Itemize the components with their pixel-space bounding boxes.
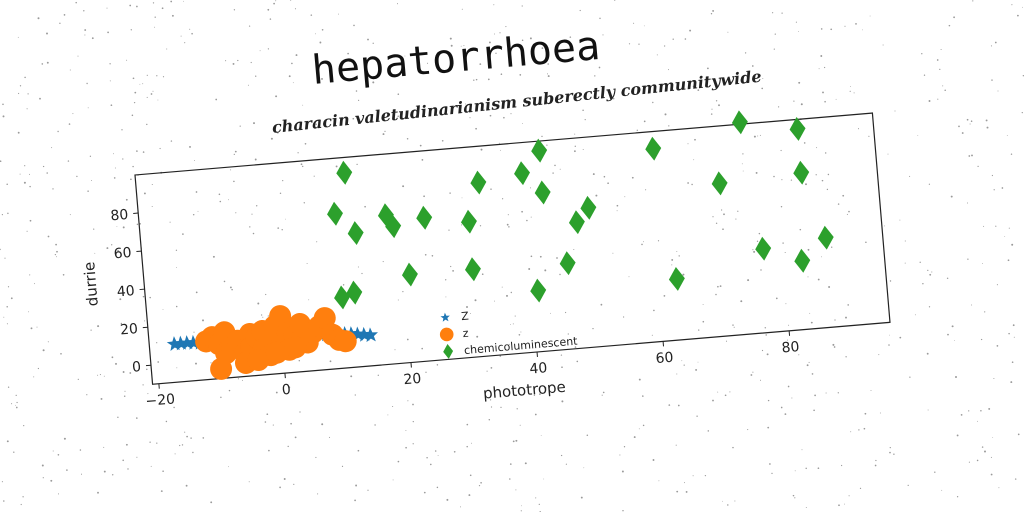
legend-marker	[439, 327, 454, 342]
point-chemicoluminescent	[336, 160, 353, 185]
point-chemicoluminescent	[789, 116, 806, 141]
y-tick-label: 80	[110, 207, 129, 224]
y-axis-label: durrie	[80, 261, 102, 307]
point-chemicoluminescent	[346, 280, 363, 305]
point-chemicoluminescent	[580, 195, 597, 220]
point-chemicoluminescent	[731, 110, 748, 135]
point-chemicoluminescent	[755, 236, 772, 261]
x-tick-label: 0	[281, 382, 291, 399]
point-chemicoluminescent	[531, 138, 548, 163]
x-tick-label: 80	[781, 339, 800, 356]
point-chemicoluminescent	[794, 248, 811, 273]
y-tick-label: 40	[116, 283, 135, 300]
x-axis-label: phototrope	[482, 378, 566, 403]
y-tick-label: 60	[113, 245, 132, 262]
point-chemicoluminescent	[568, 210, 585, 235]
point-z	[265, 341, 288, 364]
point-chemicoluminescent	[668, 266, 685, 291]
point-chemicoluminescent	[327, 201, 343, 226]
point-chemicoluminescent	[559, 251, 576, 276]
point-chemicoluminescent	[460, 209, 477, 234]
legend-marker	[440, 312, 450, 322]
point-chemicoluminescent	[401, 262, 418, 287]
legend-marker	[443, 344, 454, 359]
x-tick-label: −20	[145, 391, 176, 409]
y-tick-label: 0	[132, 359, 142, 376]
point-z	[210, 357, 233, 380]
x-tick-label: 60	[655, 350, 674, 367]
plot-area: −20020406080020406080phototropedurrieZzc…	[80, 110, 891, 410]
y-tick-label: 20	[119, 321, 138, 338]
axes-frame	[134, 112, 891, 385]
point-z	[269, 305, 292, 328]
legend-label: Z	[461, 310, 470, 324]
point-chemicoluminescent	[334, 285, 351, 310]
point-z	[334, 330, 357, 353]
x-tick-label: 40	[529, 360, 548, 377]
point-z	[284, 336, 307, 359]
point-z	[362, 327, 378, 343]
point-z	[313, 307, 336, 330]
point-chemicoluminescent	[817, 225, 834, 250]
point-chemicoluminescent	[416, 205, 433, 230]
point-chemicoluminescent	[514, 161, 530, 186]
point-chemicoluminescent	[470, 170, 487, 195]
point-z	[247, 349, 270, 372]
point-chemicoluminescent	[385, 214, 402, 239]
point-chemicoluminescent	[347, 221, 364, 246]
point-chemicoluminescent	[534, 180, 551, 205]
point-chemicoluminescent	[464, 257, 481, 282]
x-tick-label: 20	[403, 371, 422, 388]
point-chemicoluminescent	[793, 160, 810, 185]
legend-label: z	[462, 327, 469, 340]
point-chemicoluminescent	[711, 171, 728, 196]
point-chemicoluminescent	[530, 278, 547, 303]
point-chemicoluminescent	[645, 136, 662, 161]
